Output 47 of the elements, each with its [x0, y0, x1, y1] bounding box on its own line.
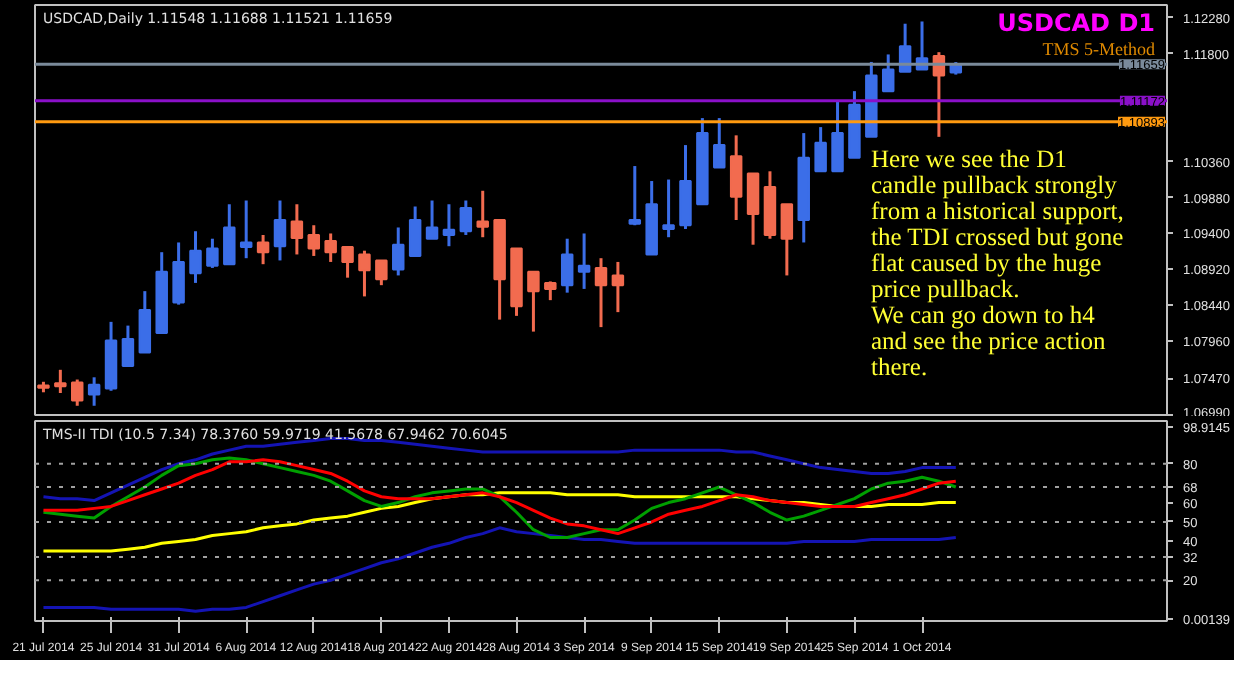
candlestick	[780, 202, 794, 277]
candlestick	[172, 240, 185, 307]
candlestick	[679, 143, 692, 231]
candlestick	[71, 378, 84, 408]
line-series	[41, 491, 958, 553]
candlestick	[763, 169, 777, 241]
candlestick	[121, 324, 135, 368]
candlestick	[560, 237, 574, 295]
candlestick	[476, 189, 489, 239]
candlestick	[729, 133, 743, 222]
text: Here we see the D1 candle pullback strongly from a historical support, the TDI crossed but gone flat caused by the huge price pullback. We can go down to h4 and see the price action there.	[871, 145, 1124, 381]
candlestick	[54, 368, 67, 395]
candlestick	[324, 231, 337, 264]
candlestick	[527, 270, 540, 334]
candlestick	[713, 116, 726, 170]
candlestick	[442, 202, 456, 248]
candlestick	[256, 233, 270, 266]
candlestick	[87, 375, 101, 408]
candlestick	[662, 178, 675, 239]
candlestick	[594, 256, 608, 329]
candlestick	[104, 320, 118, 393]
candlestick	[273, 199, 287, 262]
annotation: USDCAD D1	[997, 9, 1155, 37]
candlestick	[814, 125, 827, 173]
candlestick	[138, 289, 152, 355]
candlestick	[392, 225, 405, 277]
candlestick	[290, 202, 304, 256]
candlestick	[544, 279, 557, 302]
candlestick	[577, 231, 591, 291]
line-series	[41, 526, 958, 613]
candlestick	[611, 260, 625, 314]
candlestick	[223, 202, 236, 266]
candlestick	[459, 199, 473, 237]
candlestick	[206, 237, 219, 270]
candlestick	[375, 258, 388, 287]
candlestick	[239, 199, 253, 260]
annotation: TMS 5-Method	[1042, 39, 1156, 59]
candlestick	[746, 172, 760, 247]
candlestick	[831, 98, 844, 173]
candlestick	[881, 52, 895, 93]
candlestick	[628, 164, 642, 227]
candlestick	[425, 199, 439, 241]
candlestick	[307, 223, 321, 258]
candlestick	[189, 229, 202, 285]
candlestick	[341, 245, 354, 280]
candlestick	[358, 249, 371, 298]
candlestick	[408, 205, 422, 258]
